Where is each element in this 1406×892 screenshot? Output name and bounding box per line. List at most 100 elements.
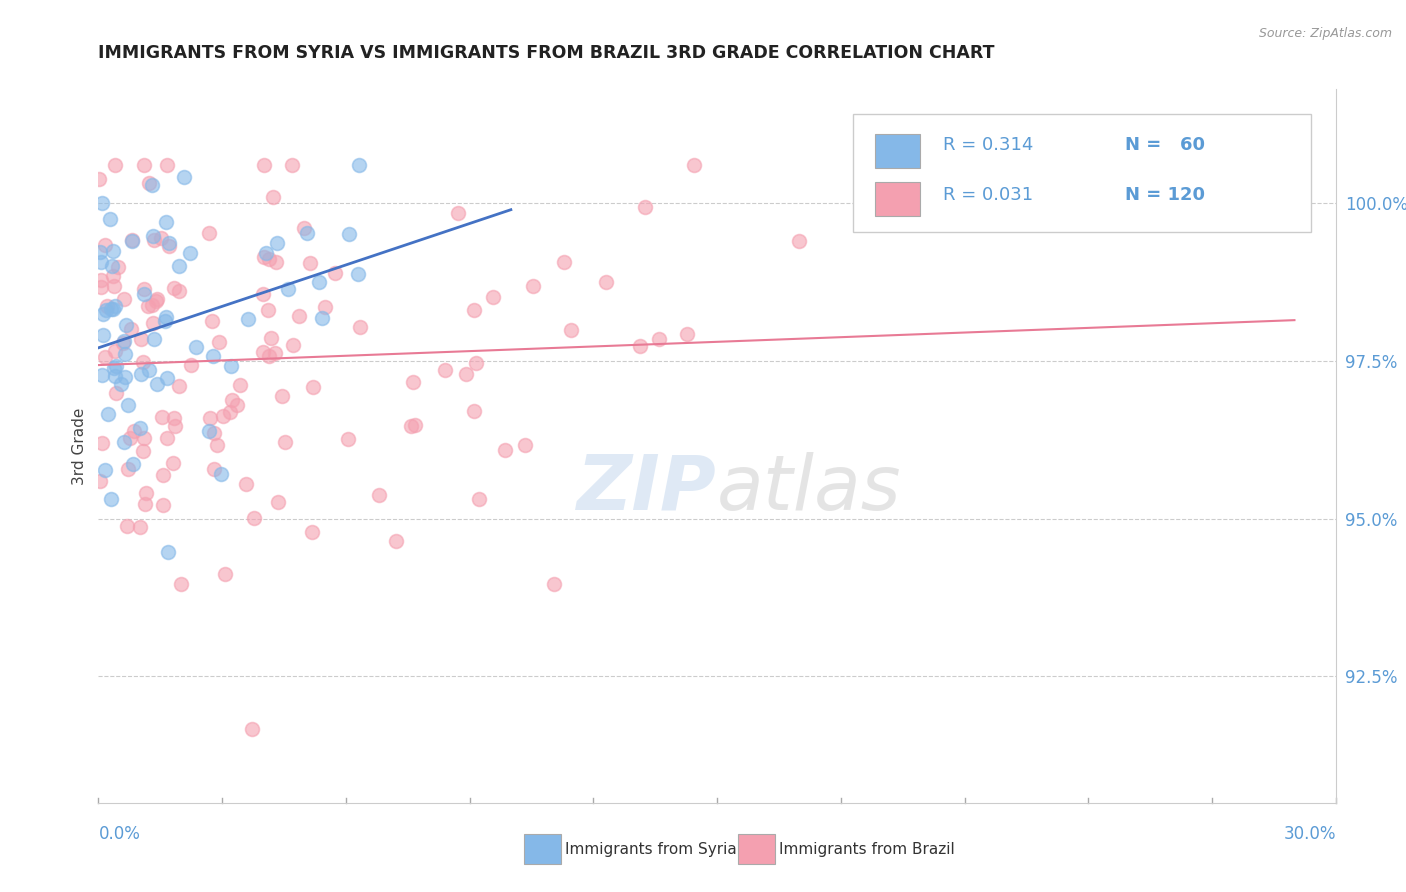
- Point: [266, 235, 288, 250]
- Point: [464, 356, 486, 370]
- Point: [553, 255, 575, 269]
- Point: [110, 376, 132, 391]
- Point: [628, 339, 651, 353]
- Point: [114, 347, 136, 361]
- Point: [257, 303, 280, 318]
- Point: [522, 278, 544, 293]
- Point: [103, 279, 125, 293]
- Point: [115, 318, 138, 333]
- FancyBboxPatch shape: [876, 134, 920, 168]
- Point: [114, 370, 136, 384]
- Point: [121, 234, 143, 248]
- Point: [314, 300, 336, 314]
- Point: [129, 332, 152, 346]
- Point: [162, 456, 184, 470]
- Point: [266, 255, 288, 269]
- Point: [135, 486, 157, 500]
- Point: [121, 233, 143, 247]
- Text: N = 120: N = 120: [1125, 186, 1205, 203]
- Point: [136, 299, 159, 313]
- Point: [142, 316, 165, 330]
- Text: N =   60: N = 60: [1125, 136, 1205, 153]
- Point: [683, 158, 706, 172]
- Point: [463, 404, 485, 418]
- Point: [347, 158, 370, 172]
- Point: [214, 566, 236, 581]
- Point: [103, 302, 125, 317]
- Point: [229, 378, 252, 392]
- Point: [180, 358, 202, 372]
- Point: [117, 399, 139, 413]
- Point: [156, 371, 179, 385]
- Point: [90, 272, 112, 286]
- Point: [301, 525, 323, 540]
- Point: [101, 269, 124, 284]
- Point: [105, 359, 128, 373]
- Point: [131, 368, 153, 382]
- Point: [112, 292, 135, 306]
- Point: [150, 409, 173, 424]
- Point: [271, 389, 294, 403]
- Point: [91, 307, 114, 321]
- Point: [648, 332, 671, 346]
- Point: [146, 377, 169, 392]
- Point: [346, 267, 368, 281]
- Point: [349, 319, 371, 334]
- Point: [198, 425, 221, 439]
- Point: [208, 335, 231, 350]
- Point: [264, 345, 287, 359]
- Point: [253, 158, 276, 172]
- Point: [104, 299, 127, 313]
- Point: [98, 211, 121, 226]
- Point: [91, 436, 114, 450]
- Point: [543, 577, 565, 591]
- Point: [295, 226, 318, 240]
- Point: [218, 404, 240, 418]
- Point: [201, 314, 224, 328]
- Point: [103, 361, 125, 376]
- Point: [292, 220, 315, 235]
- Point: [150, 231, 173, 245]
- Point: [104, 369, 127, 384]
- FancyBboxPatch shape: [876, 182, 920, 216]
- Point: [454, 367, 477, 381]
- Point: [89, 244, 111, 259]
- Point: [152, 498, 174, 512]
- Point: [89, 474, 111, 488]
- Y-axis label: 3rd Grade: 3rd Grade: [72, 408, 87, 484]
- Point: [112, 334, 135, 349]
- Point: [94, 303, 117, 318]
- Point: [103, 158, 125, 172]
- Point: [100, 302, 122, 317]
- Point: [122, 424, 145, 438]
- Point: [560, 323, 582, 337]
- FancyBboxPatch shape: [853, 114, 1310, 232]
- Text: R = 0.031: R = 0.031: [943, 186, 1033, 203]
- Point: [219, 359, 242, 374]
- Point: [401, 376, 423, 390]
- Point: [323, 266, 346, 280]
- Point: [141, 298, 163, 312]
- Point: [167, 378, 190, 392]
- Point: [94, 350, 117, 364]
- Point: [337, 227, 360, 242]
- Point: [236, 311, 259, 326]
- Point: [132, 158, 155, 172]
- Point: [152, 467, 174, 482]
- Point: [170, 577, 193, 591]
- Point: [399, 418, 422, 433]
- Point: [90, 255, 112, 269]
- Point: [676, 326, 699, 341]
- Point: [104, 344, 127, 359]
- Point: [513, 438, 536, 452]
- Point: [156, 431, 179, 445]
- Point: [132, 355, 155, 369]
- Point: [157, 236, 180, 251]
- Point: [367, 488, 389, 502]
- Point: [167, 259, 190, 273]
- Point: [173, 170, 195, 185]
- Point: [163, 280, 186, 294]
- Point: [311, 311, 333, 326]
- Point: [252, 287, 274, 301]
- Point: [494, 442, 516, 457]
